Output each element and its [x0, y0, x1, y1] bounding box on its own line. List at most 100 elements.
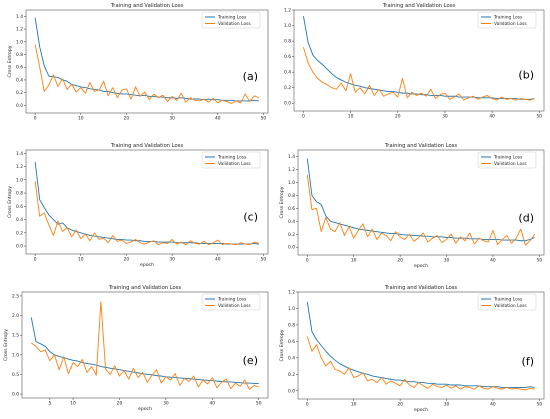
series-line [306, 336, 535, 391]
y-tick-label: 1.2 [16, 164, 23, 170]
x-tick-label: 50 [537, 258, 543, 264]
y-tick-label: 0.4 [288, 355, 295, 361]
legend-label: Training Loss [217, 297, 247, 303]
y-tick-label: 0.0 [288, 245, 295, 251]
y-tick-label: 0.8 [16, 191, 23, 197]
legend-box [477, 11, 537, 29]
legend-label: Validation Loss [218, 161, 251, 167]
legend-label: Training Loss [493, 15, 523, 21]
y-tick-label: 0.8 [288, 193, 295, 199]
legend-label: Training Loss [217, 155, 247, 161]
x-tick-label: 10 [78, 116, 84, 122]
chart-title: Training and Validation Loss [382, 3, 455, 9]
chart-panel: Training and Validation Loss 0 10 20 30 40 50 0… [276, 140, 550, 272]
y-tick-label: 0.2 [284, 85, 291, 91]
y-tick-label: 1.0 [288, 180, 295, 186]
y-tick-label: 1.4 [288, 154, 295, 160]
x-axis-label: epoch [138, 406, 152, 412]
chart-svg: Training and Validation Loss 0 10 20 30 40 50 0… [7, 3, 269, 122]
x-tick-label: 30 [444, 258, 450, 264]
series-line [306, 158, 535, 242]
x-tick-label: 5 [48, 401, 51, 407]
y-tick-label: 0.8 [288, 322, 295, 328]
x-tick-label: 20 [397, 258, 403, 264]
panel-label: (f) [522, 355, 534, 368]
chart-title: Training and Validation Loss [110, 3, 183, 9]
series-line [306, 174, 536, 246]
x-tick-label: 10 [348, 114, 354, 119]
x-tick-label: 30 [169, 116, 175, 122]
y-tick-label: 1.2 [288, 290, 295, 296]
plot-frame [297, 291, 545, 400]
x-tick-label: 30 [444, 402, 450, 408]
x-tick-label: 10 [351, 402, 357, 408]
legend-box [201, 151, 261, 169]
x-tick-label: 0 [302, 114, 305, 119]
y-tick-label: 0.0 [16, 244, 23, 250]
x-tick-label: 30 [442, 114, 448, 119]
panel-label: (c) [243, 211, 258, 224]
y-tick-label: 1.0 [16, 177, 23, 183]
y-tick-label: 0.5 [12, 372, 19, 378]
legend-box [201, 293, 261, 311]
y-tick-label: 0.0 [16, 103, 23, 109]
y-tick-label: 1.5 [12, 333, 19, 339]
chart-svg: Training and Validation Loss 0 10 20 30 40 50 0… [284, 3, 545, 120]
y-tick-label: 0.6 [288, 339, 295, 345]
y-tick-label: 1.4 [16, 14, 23, 20]
y-tick-label: 0.2 [16, 230, 23, 236]
series-line [34, 181, 259, 246]
chart-panel: Training and Validation Loss 0 10 20 30 40 50 0… [0, 140, 270, 268]
chart-svg: Training and Validation Loss 0 10 20 30 40 50 0… [7, 143, 269, 268]
x-tick-label: 20 [395, 114, 401, 119]
x-tick-label: 40 [490, 258, 496, 264]
x-axis-label: epoch [414, 263, 428, 269]
panel-label: (a) [243, 70, 258, 83]
y-tick-label: 0.2 [288, 372, 295, 378]
y-tick-label: 1.0 [288, 306, 295, 312]
x-tick-label: 50 [536, 114, 542, 119]
plot-frame [21, 291, 269, 399]
y-axis-label: Cross Entropy [279, 329, 285, 361]
x-tick-label: 10 [78, 257, 84, 263]
x-tick-label: 0 [306, 402, 309, 408]
y-tick-label: 0.6 [16, 204, 23, 210]
y-tick-label: 1.2 [288, 167, 295, 173]
y-tick-label: 2.5 [12, 293, 19, 299]
series-line [34, 17, 259, 102]
chart-svg: Training and Validation Loss 5 10 20 30 40 50 0… [3, 285, 269, 412]
chart-svg: Training and Validation Loss 0 10 20 30 40 50 0… [279, 285, 545, 413]
x-tick-label: 50 [261, 257, 267, 263]
series-line [306, 301, 535, 388]
legend-label: Validation Loss [494, 21, 527, 27]
y-axis-label: Cross Entropy [7, 186, 13, 218]
x-tick-label: 40 [215, 116, 221, 122]
y-tick-label: 0.8 [16, 52, 23, 58]
chart-title: Training and Validation Loss [384, 143, 457, 149]
x-tick-label: 20 [124, 116, 130, 122]
y-tick-label: 0.8 [284, 39, 291, 45]
y-axis-label: Cross Entropy [279, 186, 285, 218]
x-tick-label: 40 [210, 401, 216, 407]
y-tick-label: 1.0 [12, 352, 19, 358]
chart-svg: Training and Validation Loss 0 10 20 30 40 50 0… [279, 143, 545, 269]
x-tick-label: 10 [351, 258, 357, 264]
y-tick-label: 1.2 [16, 27, 23, 33]
chart-title: Training and Validation Loss [110, 143, 183, 149]
y-tick-label: 0.2 [16, 90, 23, 96]
x-tick-label: 50 [261, 116, 267, 122]
legend-label: Validation Loss [494, 161, 527, 167]
legend-label: Training Loss [217, 15, 247, 21]
legend-box [477, 151, 537, 169]
x-tick-label: 0 [306, 258, 309, 264]
panel-label: (d) [518, 211, 534, 224]
panel-label: (e) [243, 354, 258, 367]
y-tick-label: 0.2 [288, 232, 295, 238]
legend-label: Validation Loss [494, 303, 527, 309]
x-axis-label: epoch [140, 262, 154, 268]
x-tick-label: 10 [70, 401, 76, 407]
x-tick-label: 50 [537, 402, 543, 408]
x-tick-label: 40 [489, 114, 495, 119]
chart-panel: Training and Validation Loss 5 10 20 30 40 50 0… [0, 282, 270, 415]
